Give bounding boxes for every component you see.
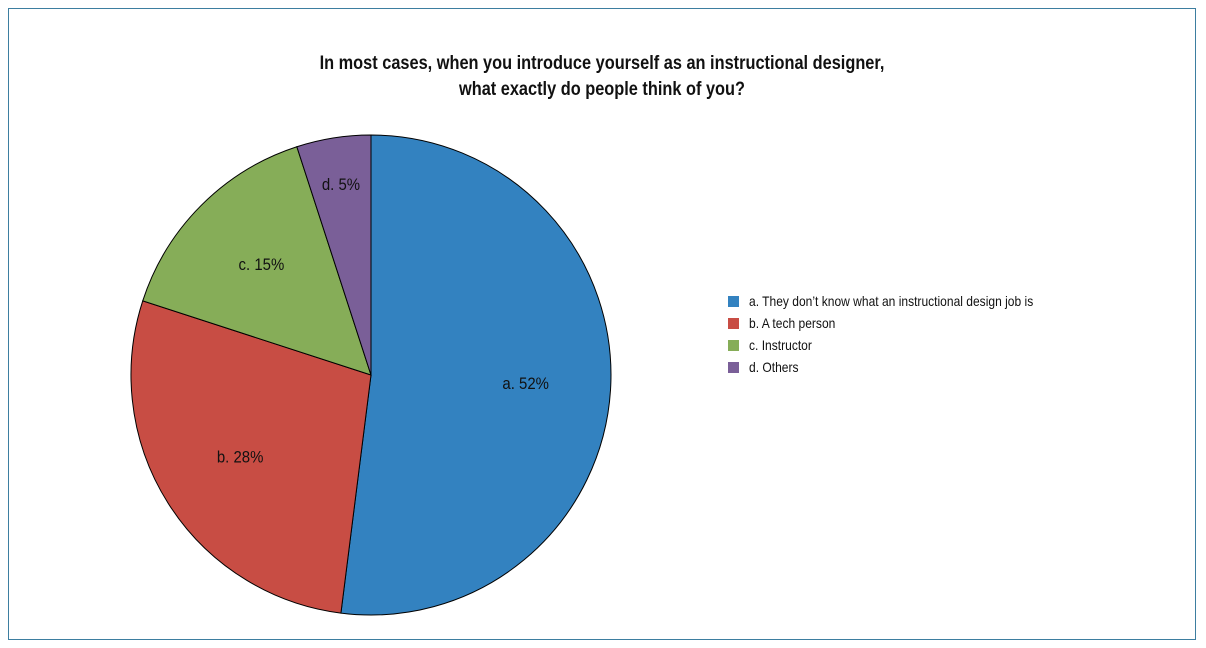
legend-item-d: d. Others xyxy=(728,356,1080,378)
legend-swatch-b xyxy=(728,317,739,329)
legend-label-a: a. They don’t know what an instructional… xyxy=(749,293,1034,309)
legend-item-b: b. A tech person xyxy=(728,312,1080,334)
data-label-d: d. 5% xyxy=(322,176,360,194)
legend-item-c: c. Instructor xyxy=(728,334,1080,356)
legend-label-c: c. Instructor xyxy=(749,337,812,353)
data-label-b: b. 28% xyxy=(217,449,264,467)
data-label-c: c. 15% xyxy=(239,256,285,274)
chart-title-line-2: what exactly do people think of you? xyxy=(458,79,745,100)
pie-slice-b xyxy=(130,300,372,614)
legend-swatch-a xyxy=(728,295,739,307)
legend-label-b: b. A tech person xyxy=(749,315,836,331)
legend-swatch-c xyxy=(728,339,739,351)
pie-slice-d xyxy=(296,134,372,376)
pie-slice-a xyxy=(340,134,612,616)
legend-label-d: d. Others xyxy=(749,359,799,375)
pie-slice-c xyxy=(142,146,372,376)
chart-title: In most cases, when you introduce yourse… xyxy=(92,51,1112,103)
chart-title-line-1: In most cases, when you introduce yourse… xyxy=(319,53,885,74)
slice-layer xyxy=(130,134,612,616)
legend-item-a: a. They don’t know what an instructional… xyxy=(728,290,1080,312)
data-label-layer: a. 52% b. 28% c. 15% d. 5% xyxy=(217,176,549,467)
legend: a. They don’t know what an instructional… xyxy=(728,290,1080,378)
legend-swatch-d xyxy=(728,361,739,373)
data-label-a: a. 52% xyxy=(502,375,549,393)
